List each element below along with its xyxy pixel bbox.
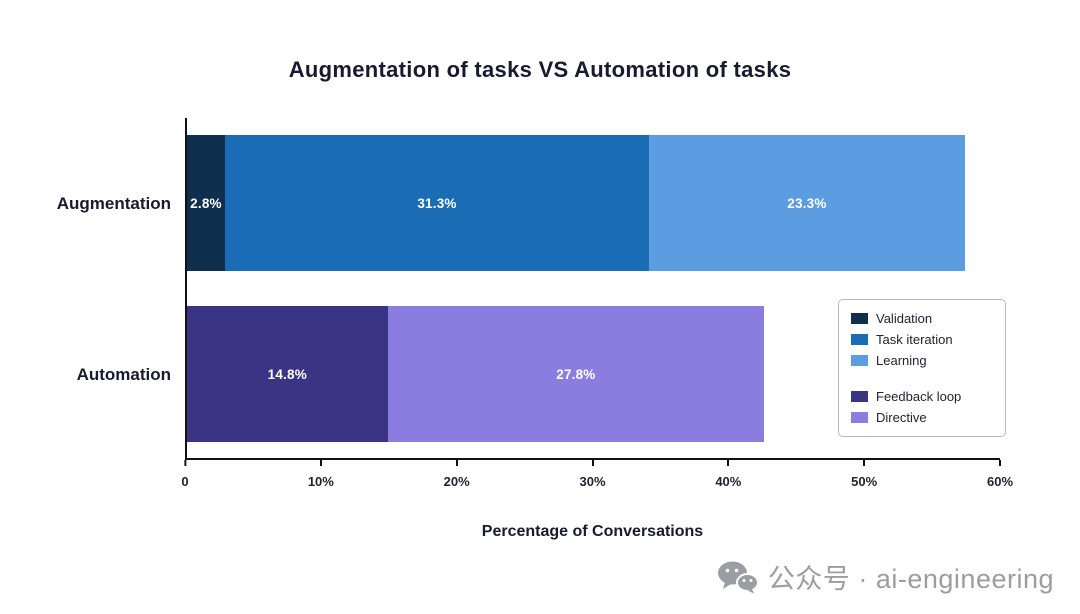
legend-item-feedback-loop: Feedback loop (851, 389, 993, 404)
tick-mark (727, 460, 730, 466)
legend-item-directive: Directive (851, 410, 993, 425)
tick-label: 20% (443, 474, 470, 489)
legend-label: Task iteration (876, 332, 953, 347)
tick-mark (863, 460, 866, 466)
legend-swatch-learning (851, 355, 868, 366)
tick-mark (999, 460, 1001, 466)
wechat-icon (717, 561, 759, 593)
x-tick-20%: 20% (444, 460, 470, 489)
tick-mark (183, 460, 186, 466)
x-axis-ticks: 0 10% 20% 30% 40% 50% 60% (181, 460, 1013, 500)
legend-swatch-validation (851, 313, 868, 324)
segment-learning: 23.3% (649, 135, 965, 271)
legend-label: Validation (876, 311, 933, 326)
tick-label: 50% (851, 474, 878, 489)
category-label-augmentation: Augmentation (56, 193, 171, 213)
watermark-text: 公众号 · ai-engineering (767, 564, 1054, 594)
segment-directive: 27.8% (387, 306, 765, 442)
category-label-automation: Automation (76, 364, 171, 384)
x-tick-10%: 10% (308, 460, 334, 489)
x-axis-label: Percentage of Conversations (481, 523, 704, 540)
tick-mark (319, 460, 322, 466)
stacked-bar-augmentation: 2.8% 31.3% 23.3% (187, 135, 1000, 271)
tick-mark (591, 460, 594, 466)
legend-item-task-iteration: Task iteration (851, 332, 993, 347)
segment-value-label: 14.8% (267, 366, 307, 382)
legend-item-learning: Learning (851, 353, 993, 368)
x-tick-50%: 50% (851, 460, 877, 489)
bar-row-augmentation: Augmentation 2.8% 31.3% 23.3% (57, 118, 1000, 289)
segment-value-label: 2.8% (190, 195, 222, 211)
segment-value-label: 31.3% (417, 195, 457, 211)
segment-task-iteration: 31.3% (224, 135, 650, 271)
segment-feedback-loop: 14.8% (187, 306, 388, 442)
legend-label: Learning (876, 353, 927, 368)
tick-label: 60% (986, 474, 1014, 489)
legend-swatch-feedback-loop (851, 391, 868, 402)
legend-swatch-directive (851, 412, 868, 423)
tick-label: 10% (307, 474, 334, 489)
legend-group-gap (851, 374, 993, 383)
legend: Validation Task iteration Learning Feedback… (838, 299, 1006, 437)
tick-label: 40% (715, 474, 742, 489)
tick-mark (455, 460, 458, 466)
segment-value-label: 27.8% (556, 366, 596, 382)
legend-label: Feedback loop (876, 389, 962, 404)
tick-label: 0 (181, 474, 189, 489)
legend-item-validation: Validation (851, 311, 993, 326)
stacked-bar-automation: 14.8% 27.8% (187, 306, 1000, 442)
segment-value-label: 23.3% (787, 195, 827, 211)
watermark: 公众号 · ai-engineering (717, 557, 1054, 596)
chart-title: Augmentation of tasks VS Automation of t… (288, 57, 792, 82)
x-tick-0: 0 (181, 460, 189, 489)
tick-label: 30% (579, 474, 606, 489)
legend-swatch-task-iteration (851, 334, 868, 345)
x-tick-30%: 30% (579, 460, 606, 489)
segment-validation: 2.8% (187, 135, 225, 271)
plot-area: Augmentation 2.8% 31.3% 23.3% Automation 14.8… (57, 118, 1000, 460)
x-tick-40%: 40% (715, 460, 741, 489)
bar-row-automation: Automation 14.8% 27.8% (77, 289, 1000, 460)
x-tick-60%: 60% (987, 460, 1013, 489)
legend-label: Directive (876, 410, 927, 425)
